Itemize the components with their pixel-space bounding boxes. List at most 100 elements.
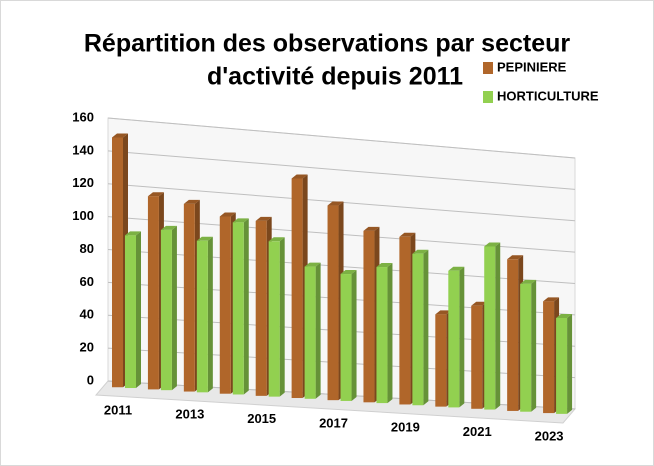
bar	[376, 263, 393, 404]
y-tick-label: 140	[72, 142, 94, 157]
grid-line	[107, 150, 576, 190]
bar-front	[399, 236, 411, 405]
x-tick-label: 2021	[463, 424, 492, 439]
bar-top	[376, 263, 393, 268]
x-tick-label: 2015	[247, 411, 276, 426]
bar-front	[196, 240, 208, 393]
bar-top	[327, 201, 344, 206]
legend-label: HORTICULTURE	[497, 88, 599, 103]
legend-swatch	[483, 91, 493, 103]
bar-front	[232, 222, 244, 395]
bar	[125, 231, 141, 389]
bar-top	[435, 310, 452, 315]
bar-side	[495, 242, 501, 410]
bar-top	[196, 236, 213, 241]
bar-side	[387, 263, 393, 404]
bar-side	[171, 225, 177, 391]
bar-side	[423, 249, 429, 406]
bar	[520, 279, 537, 412]
bar-front	[363, 230, 375, 403]
grid-line	[107, 117, 576, 159]
y-tick-label: 80	[80, 241, 94, 256]
bar-side	[136, 231, 141, 389]
bar-side	[315, 262, 321, 399]
bar-top	[543, 297, 560, 302]
x-tick-label: 2013	[175, 407, 204, 422]
bar-front	[484, 246, 496, 410]
bar-top	[268, 237, 285, 242]
bar-front	[340, 274, 352, 401]
bar	[556, 313, 573, 414]
bar-front	[556, 317, 568, 414]
x-tick-label: 2023	[535, 428, 564, 443]
bar-side	[279, 237, 285, 397]
bar-top	[304, 262, 321, 267]
x-tick-label: 2017	[319, 415, 348, 430]
chart-title-line-2: d'activité depuis 2011	[207, 63, 463, 91]
y-tick-label: 0	[87, 372, 94, 387]
bar-front	[435, 314, 447, 407]
bar-top	[125, 231, 141, 236]
bar-front	[255, 220, 267, 396]
bar-front	[219, 216, 231, 394]
bar	[304, 262, 321, 399]
bar	[232, 218, 249, 395]
chart-title-line-1: Répartition des observations par secteur	[84, 30, 571, 58]
y-tick-label: 60	[80, 274, 94, 289]
bar-top	[219, 212, 236, 217]
bar-top	[399, 232, 416, 237]
bar	[448, 266, 465, 408]
bar-top	[448, 266, 465, 271]
bar-top	[160, 225, 177, 230]
bar-top	[507, 255, 524, 260]
bar-top	[363, 226, 380, 231]
bar-front	[112, 137, 123, 388]
legend-swatch	[483, 62, 493, 74]
bar	[484, 242, 501, 410]
bar-side	[207, 236, 213, 393]
bar-top	[291, 174, 308, 179]
bar-top	[147, 192, 164, 197]
bar-top	[183, 199, 200, 204]
bar-front	[471, 305, 483, 409]
x-tick-label: 2019	[391, 420, 420, 435]
bar-top	[112, 133, 128, 138]
bar	[196, 236, 213, 393]
bar-front	[543, 301, 555, 414]
bar-front	[147, 196, 159, 390]
bar-front	[327, 205, 339, 401]
bar-top	[255, 216, 272, 221]
bar-top	[520, 279, 537, 284]
bar	[268, 237, 285, 397]
bar-front	[291, 178, 303, 399]
bar-top	[556, 313, 573, 318]
bar-front	[507, 259, 519, 411]
legend-label: PEPINIERE	[497, 59, 567, 74]
bar-front	[376, 267, 388, 404]
x-tick-label: 2011	[104, 402, 132, 417]
bar-front	[304, 266, 316, 399]
bar-side	[351, 270, 357, 401]
bar-side	[243, 218, 249, 395]
y-tick-label: 20	[80, 340, 94, 355]
bar-front	[412, 253, 424, 406]
bar-top	[340, 270, 357, 275]
y-tick-label: 160	[72, 109, 94, 124]
bar-top	[232, 218, 249, 223]
bar	[340, 270, 357, 401]
bar-front	[160, 229, 172, 391]
bar-top	[412, 249, 429, 254]
bar-front	[268, 241, 280, 397]
bar-front	[183, 203, 195, 392]
bar-side	[531, 279, 537, 412]
bar-front	[125, 235, 136, 389]
bar-side	[459, 266, 465, 408]
bar-front	[448, 270, 460, 408]
bar-front	[520, 283, 532, 412]
bar	[160, 225, 177, 391]
bar	[412, 249, 429, 406]
y-tick-label: 120	[72, 175, 94, 190]
bar-side	[567, 313, 573, 414]
y-tick-label: 100	[72, 208, 94, 223]
